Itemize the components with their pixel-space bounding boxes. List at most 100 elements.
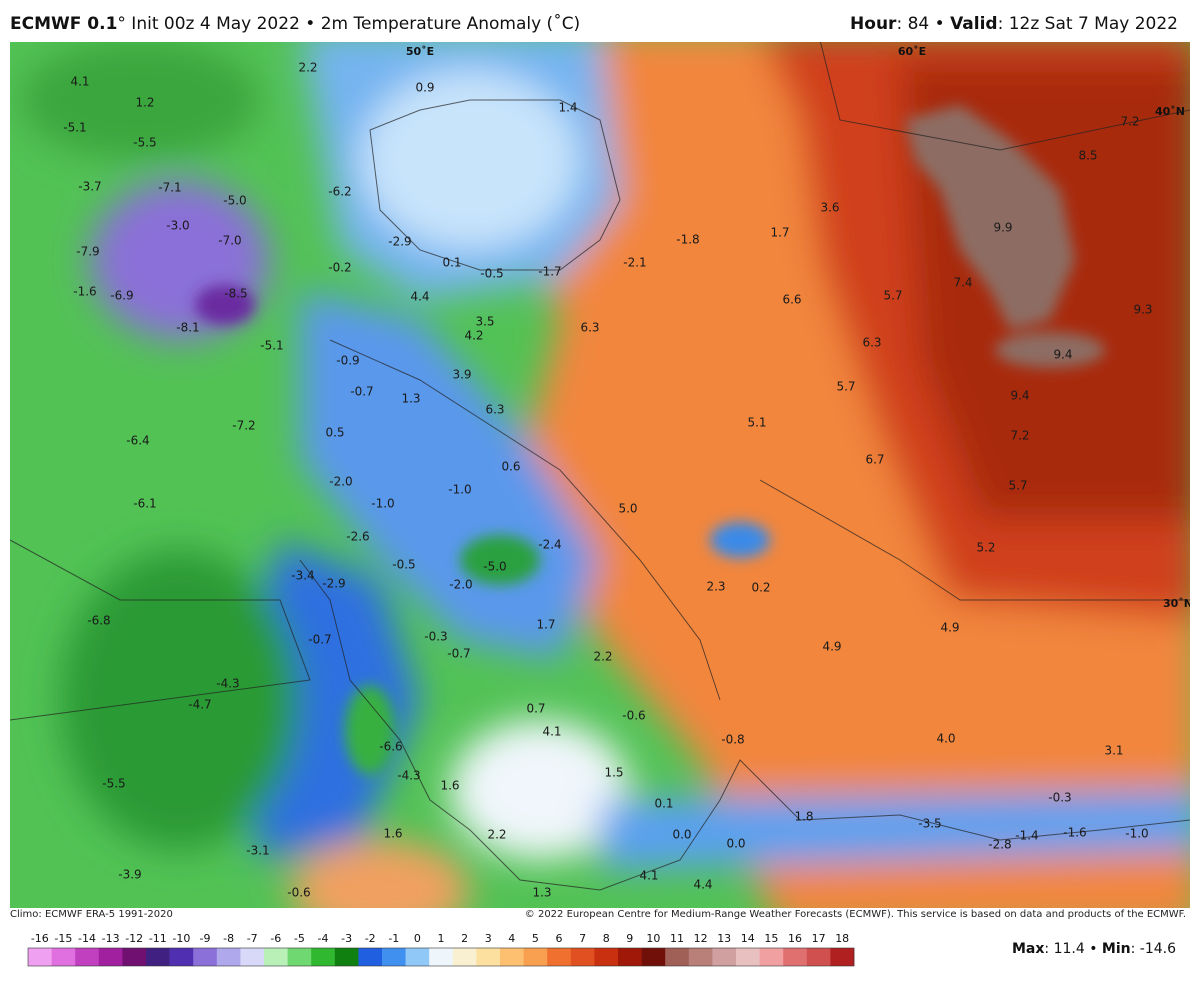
colorbar-cell — [570, 948, 595, 966]
value-label: 0.9 — [415, 81, 434, 95]
grid-label: 40˚N — [1155, 105, 1185, 118]
colorbar-tick-label: 7 — [579, 932, 586, 945]
value-label: 2.2 — [487, 828, 506, 842]
value-label: -0.8 — [721, 733, 744, 747]
colorbar-cell — [122, 948, 147, 966]
colorbar-tick-label: -1 — [388, 932, 399, 945]
value-label: 0.0 — [726, 837, 745, 851]
colorbar-tick-label: -12 — [125, 932, 143, 945]
colorbar-cell — [594, 948, 619, 966]
grid-label: 60˚E — [898, 45, 926, 58]
colorbar-tick-label: 15 — [764, 932, 778, 945]
value-label: -2.6 — [346, 530, 369, 544]
colorbar-cell — [405, 948, 430, 966]
value-label: 6.3 — [485, 403, 504, 417]
colorbar-cell — [311, 948, 336, 966]
colorbar-tick-label: -16 — [31, 932, 49, 945]
max-val: : 11.4 • — [1044, 941, 1102, 957]
value-label: -5.1 — [260, 339, 283, 353]
value-label: 1.6 — [383, 827, 402, 841]
colorbar-tick-label: -9 — [200, 932, 211, 945]
colorbar-tick-label: 18 — [835, 932, 849, 945]
colorbar-cell — [51, 948, 76, 966]
colorbar-cell — [476, 948, 501, 966]
colorbar-cell — [688, 948, 713, 966]
value-label: -6.4 — [126, 434, 149, 448]
colorbar-cell — [712, 948, 737, 966]
colorbar-tick-label: 0 — [414, 932, 421, 945]
value-label: -0.2 — [328, 261, 351, 275]
colorbar-cell — [500, 948, 524, 966]
value-label: -0.3 — [1048, 791, 1071, 805]
footer-left: Climo: ECMWF ERA-5 1991-2020 — [10, 909, 173, 920]
value-label: -6.1 — [133, 497, 156, 511]
value-label: 0.1 — [442, 256, 461, 270]
value-label: 5.2 — [976, 541, 995, 555]
hour-val: : 84 • — [896, 14, 951, 34]
value-label: -0.5 — [480, 267, 503, 281]
value-label: 5.7 — [1008, 479, 1027, 493]
value-label: 4.9 — [822, 640, 841, 654]
value-label: -5.0 — [483, 560, 506, 574]
colorbar-cell — [75, 948, 100, 966]
value-label: 1.6 — [440, 779, 459, 793]
value-label: -0.3 — [424, 630, 447, 644]
colorbar-cell — [193, 948, 218, 966]
value-label: -6.6 — [379, 740, 402, 754]
grid-label: 50˚E — [406, 45, 434, 58]
value-label: -6.8 — [87, 614, 110, 628]
min-key: Min — [1101, 941, 1131, 957]
value-label: 1.5 — [604, 766, 623, 780]
colorbar-tick-label: 11 — [670, 932, 684, 945]
grid-label: 30˚N — [1163, 597, 1190, 610]
colorbar-cell — [28, 948, 52, 966]
value-label: 9.4 — [1010, 389, 1029, 403]
value-label: -5.5 — [102, 777, 125, 791]
value-label: -1.0 — [448, 483, 471, 497]
value-label: 5.7 — [836, 380, 855, 394]
value-label: 6.7 — [865, 453, 884, 467]
value-label: -0.7 — [350, 385, 373, 399]
value-label: -1.0 — [371, 497, 394, 511]
colorbar-cell — [240, 948, 265, 966]
colorbar-tick-label: 10 — [646, 932, 660, 945]
value-label: -0.9 — [336, 354, 359, 368]
value-label: 9.4 — [1053, 348, 1072, 362]
value-label: -2.0 — [329, 475, 352, 489]
value-label: 7.2 — [1120, 115, 1139, 129]
value-label: 7.2 — [1010, 429, 1029, 443]
colorbar-cell — [334, 948, 359, 966]
value-label: 0.1 — [654, 797, 673, 811]
colorbar-tick-label: 5 — [532, 932, 539, 945]
colorbar-cell — [146, 948, 170, 966]
value-label: -3.9 — [118, 868, 141, 882]
colorbar-tick-label: -2 — [365, 932, 376, 945]
footer-right: © 2022 European Centre for Medium-Range … — [524, 909, 1186, 920]
valid-val: : 12z Sat 7 May 2022 — [997, 14, 1178, 34]
value-label: -8.1 — [176, 321, 199, 335]
value-label: -1.0 — [1125, 827, 1148, 841]
value-label: 0.0 — [672, 828, 691, 842]
colorbar: -16 -15 -14 -13 -12 -11 -10 -9 -8 -7 -6 -5 -4 -3 -2 -1 0… — [27, 932, 855, 967]
value-label: -5.1 — [63, 121, 86, 135]
value-label: -3.1 — [246, 844, 269, 858]
value-label: 9.3 — [1133, 303, 1152, 317]
colorbar-cell — [547, 948, 572, 966]
value-label: -3.7 — [78, 180, 101, 194]
value-label: 5.7 — [883, 289, 902, 303]
value-label: -4.7 — [188, 698, 211, 712]
colorbar-tick-label: -10 — [172, 932, 190, 945]
value-label: 8.5 — [1078, 149, 1097, 163]
colorbar-tick-label: -5 — [294, 932, 305, 945]
colorbar-cell — [806, 948, 831, 966]
colorbar-cell — [452, 948, 477, 966]
colorbar-tick-label: -3 — [341, 932, 352, 945]
value-label: -1.6 — [1063, 826, 1086, 840]
value-label: 4.9 — [940, 621, 959, 635]
value-label: 5.0 — [618, 502, 637, 516]
value-label: -7.1 — [158, 181, 181, 195]
colorbar-tick-label: -14 — [78, 932, 96, 945]
value-label: -2.4 — [538, 538, 561, 552]
colorbar-cell — [98, 948, 123, 966]
colorbar-tick-label: 8 — [603, 932, 610, 945]
